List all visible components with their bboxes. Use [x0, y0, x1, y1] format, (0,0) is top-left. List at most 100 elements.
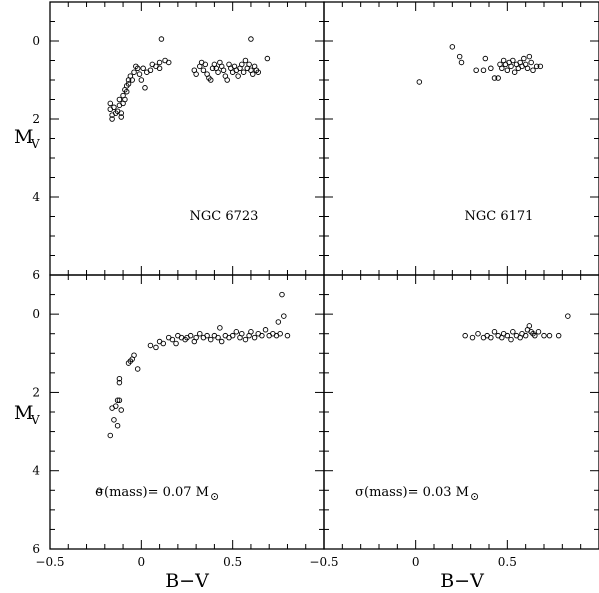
panel-frame [323, 1, 599, 276]
data-point [109, 116, 115, 122]
data-point [160, 340, 167, 347]
data-point [246, 61, 252, 68]
data-point [495, 75, 501, 81]
data-point [546, 332, 553, 339]
data-point [113, 403, 119, 409]
data-point [187, 332, 194, 339]
data-point [96, 487, 103, 494]
sun-symbol: ⊙ [470, 490, 479, 503]
data-point [118, 110, 124, 116]
panel-annotation: σ(mass)= 0.03 M [355, 485, 469, 500]
data-point [233, 329, 240, 335]
data-point [116, 96, 123, 103]
data-point [526, 53, 533, 60]
data-point [275, 319, 282, 325]
data-point [242, 336, 249, 343]
data-point [215, 69, 221, 75]
data-point [508, 336, 514, 343]
x-tick-label: 0 [412, 555, 420, 569]
data-point [111, 104, 117, 111]
data-point [158, 36, 165, 42]
data-point [107, 100, 114, 107]
data-point [524, 65, 531, 72]
y-axis-title-main: M [14, 126, 33, 148]
data-point [147, 67, 154, 73]
data-point [473, 67, 479, 73]
data-point [204, 332, 210, 339]
data-point [532, 332, 538, 339]
panel-top-left: 0 2 4 6 NGC 6723 [32, 1, 325, 282]
data-point [217, 325, 223, 331]
x-axis-title-left: B−V [165, 570, 209, 592]
data-point [165, 59, 172, 66]
data-point [480, 67, 487, 73]
data-point [140, 65, 146, 72]
data-point [491, 75, 498, 81]
data-point [116, 379, 123, 386]
y-axis-title-bottom: M V [14, 402, 40, 427]
data-point [156, 59, 163, 66]
data-point [475, 330, 481, 337]
data-point [147, 342, 154, 349]
data-point [111, 417, 117, 423]
panel-bottom-right: −0.5 0 0.5 σ(mass)= 0.03 M ⊙ [309, 274, 599, 569]
data-point [458, 59, 465, 66]
data-point [537, 63, 544, 70]
panel-top-right: NGC 6171 [323, 1, 599, 276]
data-point [202, 61, 209, 68]
data-point [456, 53, 463, 60]
data-point [142, 85, 148, 91]
data-point [116, 375, 123, 382]
data-point [138, 77, 145, 83]
x-tick-label: 0.5 [223, 555, 242, 569]
data-point [193, 71, 199, 77]
data-point [114, 397, 121, 404]
data-point [169, 336, 176, 343]
data-point [508, 63, 514, 70]
data-point [499, 65, 505, 72]
data-point [504, 67, 511, 73]
y-tick-label: 0 [32, 307, 40, 321]
x-axis-title-right: B−V [440, 570, 484, 592]
y-tick-label: 4 [32, 190, 40, 204]
data-point [510, 329, 516, 335]
data-point [251, 334, 258, 341]
data-point [118, 114, 124, 120]
data-point [462, 332, 468, 339]
data-point [207, 77, 214, 83]
data-point [449, 44, 456, 50]
data-point [197, 330, 203, 337]
x-tick-label: −0.5 [309, 555, 338, 569]
data-point [129, 77, 135, 83]
data-point [153, 344, 159, 351]
data-point [535, 329, 542, 335]
x-tick-label: −0.5 [35, 555, 64, 569]
data-point [114, 422, 121, 429]
data-point [218, 338, 225, 345]
data-point [279, 291, 285, 298]
data-point [482, 55, 489, 62]
panel-frame [49, 1, 325, 276]
data-point [131, 69, 137, 75]
y-tick-label: 0 [32, 34, 40, 48]
panel-annotation: NGC 6171 [465, 209, 534, 224]
data-point [125, 81, 132, 87]
y-axis-title-top: M V [14, 126, 40, 151]
data-point [541, 332, 547, 339]
panel-frame [49, 274, 325, 550]
data-point [193, 334, 199, 341]
data-point [521, 55, 527, 62]
panel-annotation: σ(mass)= 0.07 M [95, 485, 209, 500]
data-point [526, 323, 533, 329]
data-point [533, 63, 540, 70]
data-point [240, 69, 247, 75]
y-tick-label: 2 [32, 112, 40, 126]
y-tick-label: 6 [32, 268, 40, 282]
x-tick-label: 0 [138, 555, 146, 569]
data-point [488, 334, 494, 341]
data-point [239, 61, 245, 68]
data-point [123, 88, 130, 95]
data-point [173, 340, 179, 347]
data-point [224, 77, 230, 83]
